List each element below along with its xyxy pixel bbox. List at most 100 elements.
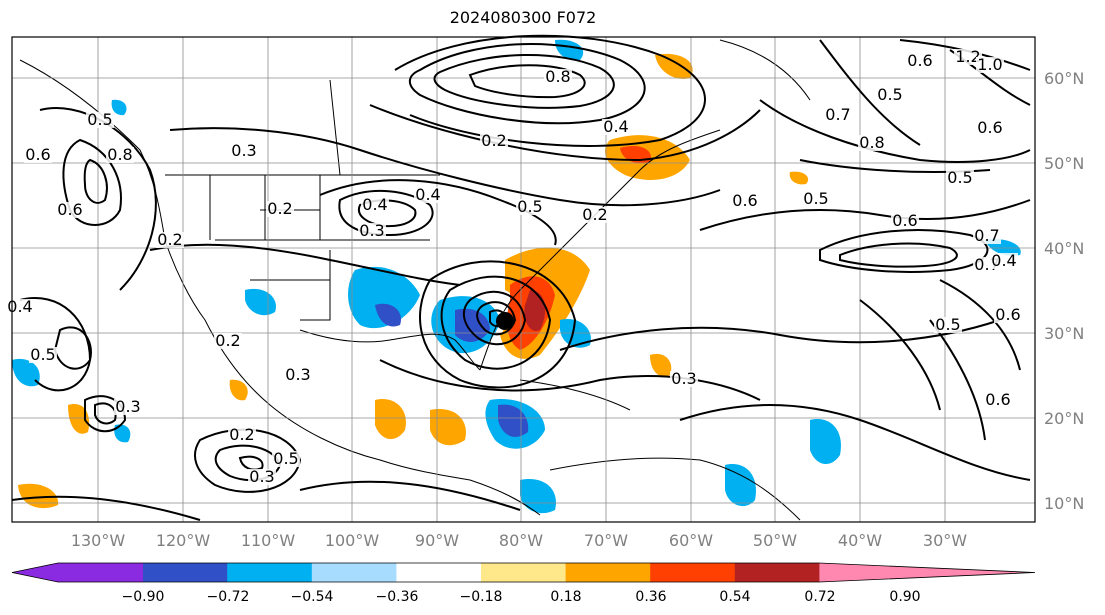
contour-label-background bbox=[973, 228, 1001, 244]
warm-anomaly-pacific-mex bbox=[229, 379, 248, 401]
contour-label: 0.7 bbox=[825, 105, 850, 124]
south-america bbox=[549, 457, 801, 521]
contour-label: 0.8 bbox=[859, 133, 884, 152]
contour-label: 0.4 bbox=[415, 185, 440, 204]
contour-label: 0.8 bbox=[107, 145, 132, 164]
contour-label-background bbox=[984, 392, 1012, 408]
contour-label-background bbox=[266, 201, 294, 217]
contour-label-background bbox=[480, 133, 508, 149]
lon-label: 60°W bbox=[669, 531, 713, 550]
contour-label-background bbox=[802, 191, 830, 207]
north-america-coast bbox=[19, 59, 541, 516]
colorbar-outline bbox=[11, 562, 1036, 583]
cold-anomaly-pacific-w bbox=[12, 358, 40, 387]
contour-label: 0.8 bbox=[545, 67, 570, 86]
contour-label-background bbox=[358, 223, 386, 239]
cold-anomaly-east-atlantic bbox=[725, 464, 756, 507]
contour-label-background bbox=[214, 333, 242, 349]
cold-anomaly-south-central bbox=[348, 266, 420, 329]
colorbar-tick: 0.18 bbox=[550, 589, 581, 605]
contour-label: 0.6 bbox=[977, 118, 1002, 137]
colorbar-tick: −0.72 bbox=[207, 589, 250, 605]
contour-labels: 0.8 0.4 0.2 0.4 0.3 0.2 0.4 0.3 0.5 0.2 0.6 0.5 0.6 0… bbox=[6, 47, 1022, 486]
contour-label-background bbox=[361, 197, 389, 213]
warm-anomaly-labrador bbox=[655, 53, 693, 79]
colorbar-tick: −0.54 bbox=[291, 589, 334, 605]
contour-label: 0.2 bbox=[215, 331, 240, 350]
contour-label-background bbox=[670, 371, 698, 387]
map-frame bbox=[11, 36, 1036, 523]
warm-anomaly-far-pacific bbox=[18, 483, 59, 509]
contour-label: 0.5 bbox=[517, 197, 542, 216]
contour-label: 0.4 bbox=[7, 297, 32, 316]
cold-anomaly-atlantic bbox=[810, 419, 841, 465]
contour-label-background bbox=[228, 427, 256, 443]
contour-label-background bbox=[946, 170, 974, 186]
contour-label-background bbox=[284, 367, 312, 383]
contour-label: 0.6 bbox=[985, 390, 1010, 409]
lon-label: 130°W bbox=[71, 531, 126, 550]
colorbar-segment bbox=[142, 563, 228, 582]
contour-label-background bbox=[29, 347, 57, 363]
contour-label-background bbox=[876, 87, 904, 103]
lat-label: 40°N bbox=[1044, 239, 1084, 258]
colorbar-segment bbox=[481, 563, 567, 582]
contour-label-background bbox=[891, 213, 919, 229]
contour-label-background bbox=[6, 299, 34, 315]
lon-label: 40°W bbox=[838, 531, 882, 550]
warm-anomaly-east bbox=[789, 171, 809, 185]
contour-label-background bbox=[731, 193, 759, 209]
contour-label-background bbox=[824, 107, 852, 123]
contour-label-background bbox=[106, 147, 134, 163]
contour-label: 0.2 bbox=[157, 230, 182, 249]
cold-anomaly-ecuador bbox=[520, 479, 556, 514]
contour-label: 1.2 bbox=[955, 47, 980, 66]
lon-label: 120°W bbox=[156, 531, 211, 550]
colorbar-segment bbox=[650, 563, 736, 582]
contour-label-background bbox=[906, 53, 934, 69]
colorbar-segment bbox=[734, 563, 820, 582]
contour-label-background bbox=[56, 202, 84, 218]
warm-anomaly-central-america bbox=[375, 399, 406, 440]
colorbar-tick: −0.36 bbox=[376, 589, 419, 605]
contour-label-background bbox=[954, 49, 982, 65]
lat-label: 30°N bbox=[1044, 324, 1084, 343]
contour-label: 0.5 bbox=[947, 168, 972, 187]
lat-label: 60°N bbox=[1044, 69, 1084, 88]
graticule bbox=[12, 37, 1035, 522]
contour-label-background bbox=[976, 57, 1004, 73]
contour-label: 0.6 bbox=[57, 200, 82, 219]
lon-label: 70°W bbox=[584, 531, 628, 550]
longitude-labels: 130°W 120°W 110°W 100°W 90°W 80°W 70°W 6… bbox=[71, 531, 967, 550]
colorbar-tick: 0.54 bbox=[719, 589, 750, 605]
colorbar bbox=[11, 562, 1036, 583]
contour-label: 0.6 bbox=[907, 51, 932, 70]
contour-label-background bbox=[230, 143, 258, 159]
contour-label: 0.3 bbox=[115, 397, 140, 416]
contour-label: 0.6 bbox=[25, 145, 50, 164]
lon-label: 80°W bbox=[499, 531, 543, 550]
contour-label: 0.7 bbox=[974, 226, 999, 245]
colorbar-extend-high bbox=[819, 563, 1035, 582]
lat-label: 50°N bbox=[1044, 154, 1084, 173]
contour-label: 1.0 bbox=[977, 55, 1002, 74]
contour-label: 0.6 bbox=[732, 191, 757, 210]
lon-label: 100°W bbox=[325, 531, 380, 550]
contour-label: 0.2 bbox=[229, 425, 254, 444]
colorbar-segment bbox=[396, 563, 482, 582]
contour-label: 0.4 bbox=[362, 195, 387, 214]
contour-label: 0.2 bbox=[481, 131, 506, 150]
contour-label-background bbox=[156, 232, 184, 248]
contour-label: 0.3 bbox=[285, 365, 310, 384]
greenland bbox=[719, 39, 811, 101]
contour-label: 0.5 bbox=[30, 345, 55, 364]
lon-label: 30°W bbox=[923, 531, 967, 550]
strong-cold-anomaly-south-central bbox=[375, 303, 401, 327]
contour-label-background bbox=[976, 120, 1004, 136]
contour-label-background bbox=[858, 135, 886, 151]
colorbar-tick: 0.72 bbox=[804, 589, 835, 605]
contour-label-background bbox=[114, 399, 142, 415]
lat-label: 10°N bbox=[1044, 494, 1084, 513]
contour-label-background bbox=[602, 119, 630, 135]
contour-label-background bbox=[272, 451, 300, 467]
